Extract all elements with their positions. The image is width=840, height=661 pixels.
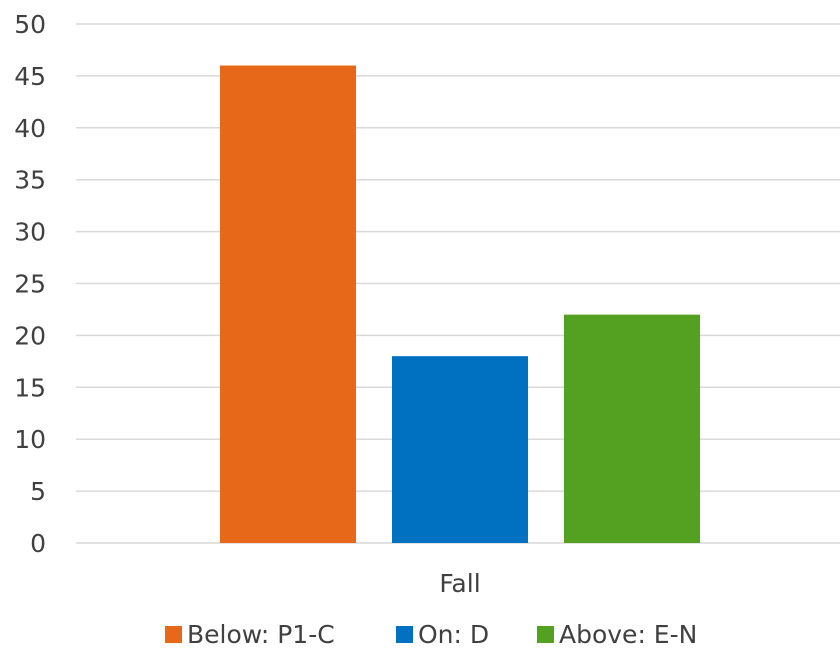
y-tick-label: 35: [14, 166, 46, 195]
legend-label: On: D: [418, 620, 489, 649]
y-tick-label: 0: [30, 529, 46, 558]
gridlines: [76, 23, 840, 544]
legend-swatch: [165, 626, 182, 643]
legend-swatch: [396, 626, 413, 643]
bars: [220, 65, 700, 544]
y-tick-label: 45: [14, 62, 46, 91]
y-tick-label: 20: [14, 321, 46, 350]
y-axis: 0 5 10 15 20 25 30 35 40 45 50: [14, 10, 46, 558]
legend-swatch: [537, 626, 554, 643]
x-category-label: Fall: [439, 569, 480, 598]
bar-below-p1-c: [220, 65, 356, 544]
y-tick-label: 5: [30, 477, 46, 506]
y-tick-label: 15: [14, 373, 46, 402]
y-tick-label: 30: [14, 218, 46, 247]
y-tick-label: 10: [14, 425, 46, 454]
legend: Below: P1-C On: D Above: E-N: [165, 620, 697, 649]
legend-label: Below: P1-C: [187, 620, 335, 649]
x-axis: Fall: [439, 569, 480, 598]
y-tick-label: 25: [14, 270, 46, 299]
bar-on-d: [392, 356, 528, 543]
y-tick-label: 50: [14, 10, 46, 39]
y-tick-label: 40: [14, 114, 46, 143]
bar-above-e-n: [564, 314, 700, 543]
legend-label: Above: E-N: [559, 620, 697, 649]
